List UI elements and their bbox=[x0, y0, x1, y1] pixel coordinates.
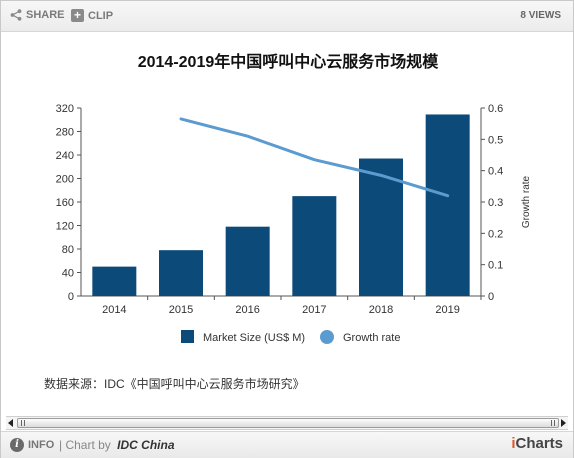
y-tick-label: 120 bbox=[56, 221, 74, 233]
scroll-right-icon[interactable] bbox=[561, 419, 566, 427]
plus-icon: + bbox=[71, 9, 84, 22]
chart-credit: | Chart by IDC China bbox=[59, 438, 175, 452]
info-button[interactable]: INFO bbox=[28, 439, 55, 451]
chart-by-prefix: | Chart by bbox=[59, 438, 111, 452]
chart-plot: 0 40 80 120 160 200 240 280 320 0 0.1 0.2 0.3 0.4 0.5 0… bbox=[56, 103, 532, 344]
point-growth-rate bbox=[313, 158, 316, 161]
x-tick-label: 2014 bbox=[102, 304, 126, 316]
y-tick-label: 0 bbox=[68, 291, 74, 303]
x-tick-label: 2016 bbox=[235, 304, 259, 316]
y-tick-label: 80 bbox=[62, 244, 74, 256]
x-tick-label: 2018 bbox=[369, 304, 393, 316]
line-growth-rate bbox=[179, 117, 450, 198]
legend-swatch-market-size bbox=[181, 330, 194, 343]
grip-line bbox=[551, 420, 552, 426]
y2-tick-label: 0.3 bbox=[488, 197, 503, 209]
y-tick-label: 320 bbox=[56, 103, 74, 115]
source-note: 数据来源：IDC《中国呼叫中心云服务市场研究》 bbox=[44, 377, 305, 391]
y-tick-label: 160 bbox=[56, 197, 74, 209]
share-icon bbox=[10, 9, 22, 21]
scrollbar-thumb[interactable] bbox=[17, 418, 559, 428]
y-tick-label: 200 bbox=[56, 174, 74, 186]
grip-line bbox=[554, 420, 555, 426]
info-icon[interactable]: i bbox=[10, 438, 24, 452]
bar-market-size bbox=[92, 266, 137, 296]
chart-title: 2014-2019年中国呼叫中心云服务市场规模 bbox=[137, 54, 439, 71]
chart-author[interactable]: IDC China bbox=[117, 438, 175, 452]
bar-market-size bbox=[292, 196, 337, 296]
brand-prefix: i bbox=[511, 435, 516, 452]
views-count: 8 VIEWS bbox=[520, 10, 561, 21]
bar-market-size bbox=[359, 158, 403, 296]
y2-tick-label: 0 bbox=[488, 291, 494, 303]
share-label: SHARE bbox=[26, 9, 65, 21]
brand-logo[interactable]: iCharts bbox=[511, 435, 563, 452]
x-tick-label: 2017 bbox=[302, 304, 326, 316]
y2-axis-title: Growth rate bbox=[521, 175, 532, 228]
x-tick-label: 2015 bbox=[169, 304, 193, 316]
bar-market-size bbox=[425, 114, 470, 297]
legend-label-market-size: Market Size (US$ M) bbox=[203, 332, 305, 344]
y-tick-label: 280 bbox=[56, 127, 74, 139]
share-button[interactable]: SHARE bbox=[10, 9, 65, 21]
bar-market-size bbox=[159, 250, 203, 296]
point-growth-rate bbox=[446, 194, 449, 197]
brand-suffix: Charts bbox=[515, 435, 563, 452]
y2-tick-label: 0.4 bbox=[488, 166, 503, 178]
grip-line bbox=[21, 420, 22, 426]
bottom-toolbar: i INFO | Chart by IDC China iCharts bbox=[1, 431, 573, 458]
y2-tick-label: 0.1 bbox=[488, 260, 503, 272]
y2-tick-label: 0.6 bbox=[488, 103, 503, 115]
y2-tick-label: 0.5 bbox=[488, 134, 503, 146]
y2-tick-label: 0.2 bbox=[488, 228, 503, 240]
grip-line bbox=[24, 420, 25, 426]
y-tick-label: 40 bbox=[62, 268, 74, 280]
y-tick-label: 240 bbox=[56, 150, 74, 162]
clip-label: CLIP bbox=[88, 9, 114, 22]
point-growth-rate bbox=[179, 117, 183, 121]
bar-market-size bbox=[225, 226, 270, 296]
legend-label-growth-rate: Growth rate bbox=[343, 332, 400, 344]
clip-button[interactable]: + CLIP bbox=[71, 9, 113, 22]
top-toolbar: SHARE + CLIP 8 VIEWS bbox=[1, 1, 573, 32]
scroll-left-icon[interactable] bbox=[8, 419, 13, 427]
legend-swatch-growth-rate bbox=[320, 330, 334, 344]
point-growth-rate bbox=[246, 135, 249, 138]
horizontal-scrollbar[interactable] bbox=[6, 416, 568, 430]
x-tick-label: 2019 bbox=[435, 304, 459, 316]
point-growth-rate bbox=[379, 174, 383, 177]
